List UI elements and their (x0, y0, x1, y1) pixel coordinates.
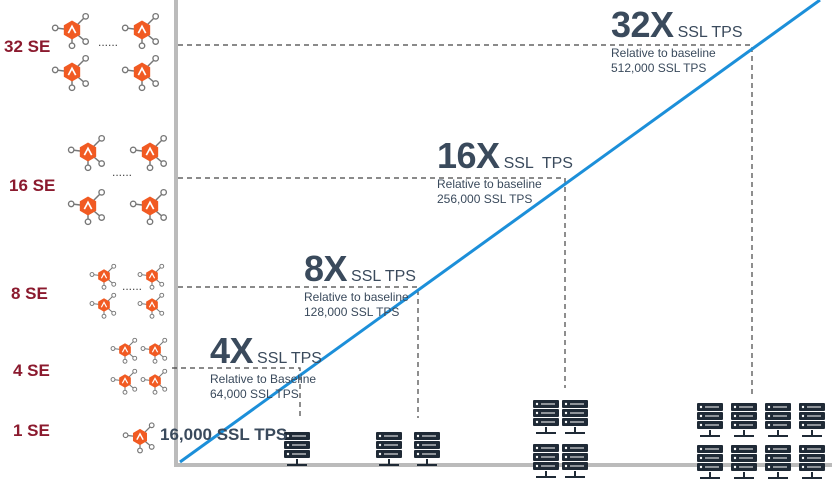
service-engine-icon (137, 263, 165, 290)
multiplier-8x: 8X (304, 248, 348, 289)
note-4x-line1: Relative to Baseline (210, 372, 317, 386)
server-rack-icon (697, 403, 723, 437)
ellipsis: ...... (98, 35, 118, 49)
service-engine-icon (51, 12, 90, 50)
annotation-8x: 8X SSL TPS Relative to baseline 128,000 S… (304, 248, 416, 320)
server-rack-icon (562, 444, 588, 478)
baseline-throughput-label: 16,000 SSL TPS (160, 425, 288, 444)
note-8x-line1: Relative to baseline (304, 290, 409, 304)
service-engine-icon (89, 292, 117, 319)
server-rack-icon (533, 444, 559, 478)
unit-4x: SSL TPS (257, 350, 322, 367)
note-16x-line1: Relative to baseline (437, 177, 542, 191)
note-32x-line2: 512,000 SSL TPS (611, 61, 707, 75)
guide-line (172, 367, 301, 418)
annotation-16x: 16X SSL TPS Relative to baseline 256,000 … (437, 135, 573, 207)
service-engine-icon (51, 54, 90, 92)
row-label-8-se: 8 SE (11, 284, 48, 303)
server-rack-icon (376, 432, 402, 466)
service-engine-icon (110, 368, 138, 395)
service-engine-icon (129, 188, 168, 226)
service-engine-icon (140, 368, 168, 395)
server-rack-icon (731, 445, 757, 479)
trend-line (179, 0, 821, 464)
server-rack-icon (697, 445, 723, 479)
note-8x-line2: 128,000 SSL TPS (304, 305, 400, 319)
server-rack-icon (562, 400, 588, 434)
guide-line (178, 286, 419, 418)
unit-8x: SSL TPS (351, 268, 416, 285)
ellipsis: ...... (112, 165, 132, 179)
server-rack-icon (533, 400, 559, 434)
service-engine-icon (122, 422, 155, 454)
service-engine-icon (140, 337, 168, 364)
row-label-1-se: 1 SE (13, 421, 50, 440)
service-engine-icon (121, 12, 160, 50)
multiplier-32x: 32X (611, 4, 674, 45)
service-engine-icon (110, 337, 138, 364)
service-engine-icons (51, 12, 168, 454)
annotation-32x: 32X SSL TPS Relative to baseline 512,000 … (611, 4, 742, 76)
server-icons (284, 400, 825, 479)
ellipsis-group: .................. (98, 35, 142, 293)
note-16x-line2: 256,000 SSL TPS (437, 192, 533, 206)
annotation-4x: 4X SSL TPS Relative to Baseline 64,000 SS… (210, 330, 322, 402)
service-engine-icon (67, 188, 106, 226)
server-rack-icon (799, 445, 825, 479)
row-label-32-se: 32 SE (4, 37, 51, 56)
service-engine-icon (89, 263, 117, 290)
scaling-trend-line (179, 0, 821, 464)
server-rack-icon (731, 403, 757, 437)
note-4x-line2: 64,000 SSL TPS (210, 387, 299, 401)
guide-line (178, 177, 566, 388)
guide-lines (172, 44, 753, 418)
server-rack-icon (414, 432, 440, 466)
server-rack-icon (765, 403, 791, 437)
unit-16x: SSL TPS (503, 155, 573, 172)
service-engine-icon (129, 134, 168, 172)
note-32x-line1: Relative to baseline (611, 46, 716, 60)
service-engine-icon (121, 54, 160, 92)
server-rack-icon (765, 445, 791, 479)
service-engine-icon (137, 292, 165, 319)
server-rack-icon (799, 403, 825, 437)
service-engine-icon (67, 134, 106, 172)
guide-line (178, 44, 753, 395)
unit-32x: SSL TPS (677, 24, 743, 41)
server-rack-icon (284, 432, 310, 466)
row-label-4-se: 4 SE (13, 361, 50, 380)
row-label-16-se: 16 SE (9, 176, 56, 195)
multiplier-16x: 16X (437, 135, 500, 176)
ellipsis: ...... (122, 279, 142, 293)
multiplier-4x: 4X (210, 330, 254, 371)
